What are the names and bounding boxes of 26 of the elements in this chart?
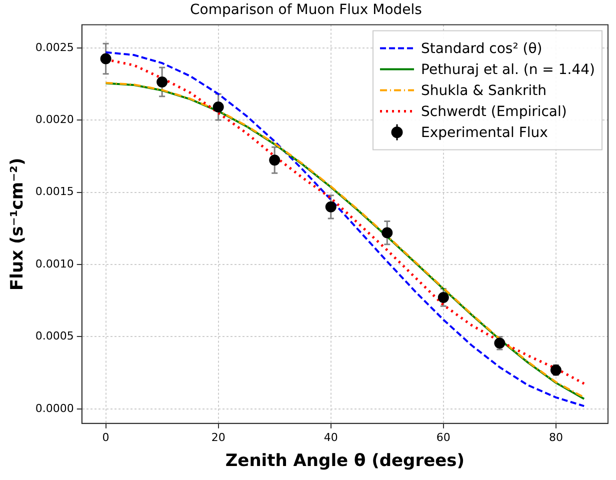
y-tick-label: 0.0020 [35, 112, 74, 126]
x-tick-label: 40 [324, 430, 338, 444]
x-tick-label: 60 [436, 430, 450, 444]
x-tick-label: 80 [548, 430, 563, 444]
y-tick-label: 0.0010 [35, 257, 74, 270]
y-tick-label: 0.0015 [35, 185, 74, 198]
point [325, 201, 336, 212]
point [100, 53, 112, 64]
legend-label: Standard cos² (θ) [421, 40, 542, 57]
y-tick-label: 0.0000 [35, 402, 74, 415]
legend-label: Experimental Flux [421, 124, 548, 141]
point [156, 76, 168, 88]
chart-title: Comparison of Muon Flux Models [190, 2, 422, 18]
legend-label: Shukla & Sankrith [421, 82, 546, 99]
point [438, 292, 449, 303]
point [269, 154, 280, 166]
x-axis-title: Zenith Angle θ (degrees) [225, 451, 465, 472]
x-tick-label: 20 [211, 430, 226, 444]
x-tick-label: 0 [102, 430, 110, 444]
y-tick-label: 0.0005 [35, 330, 74, 343]
y-axis-title: Flux (s⁻¹cm⁻²) [8, 158, 28, 290]
point [382, 227, 393, 238]
y-tick-label: 0.0025 [35, 40, 74, 54]
point [212, 101, 224, 112]
legend-label: Pethuraj et al. (n = 1.44) [421, 62, 596, 78]
legend-label: Schwerdt (Empirical) [421, 104, 567, 120]
